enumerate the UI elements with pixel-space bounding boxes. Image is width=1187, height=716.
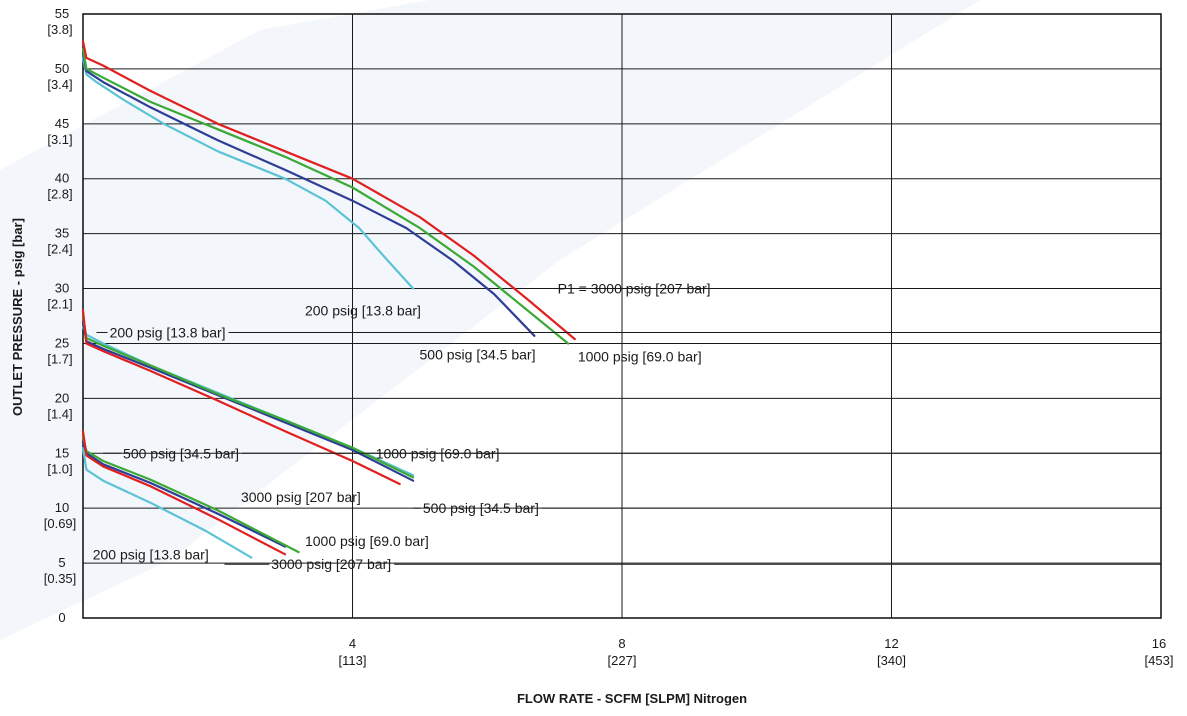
x-tick-4: 4 [113] — [339, 636, 367, 668]
annotation-layer: 200 psig [13.8 bar] P1 = 3000 psig [207 b… — [93, 281, 1161, 572]
annotation-text: 1000 psig [69.0 bar] — [376, 445, 500, 461]
y-tick-label: 30 — [55, 281, 69, 296]
y-tick-label: 35 — [55, 226, 69, 241]
y-tick-sublabel: [1.7] — [47, 351, 72, 366]
y-axis-title: OUTLET PRESSURE - psig [bar] — [10, 218, 25, 416]
watermark-band — [0, 0, 980, 640]
y-tick-label: 55 — [55, 6, 69, 21]
y-tick-sublabel: [1.0] — [47, 461, 72, 476]
y-tick-sublabel: [3.4] — [47, 77, 72, 92]
series-line — [81, 320, 415, 482]
y-tick-15: 15[1.0] — [47, 445, 72, 476]
annotation-text: 200 psig [13.8 bar] — [93, 546, 209, 562]
x-tick-label: 8 — [618, 636, 625, 651]
series-line — [81, 430, 287, 556]
y-tick-0: 0 — [58, 610, 65, 625]
series-line — [81, 56, 415, 290]
curve-annotation: 200 psig [13.8 bar] — [305, 303, 421, 319]
axis-layer: 05[0.35]10[0.69]15[1.0]20[1.4]25[1.7]30[… — [44, 6, 1174, 668]
curve-annotation: 500 psig [34.5 bar] — [103, 445, 1161, 461]
series-line — [81, 309, 401, 486]
y-tick-label: 0 — [58, 610, 65, 625]
y-tick-label: 5 — [58, 555, 65, 570]
y-tick-label: 20 — [55, 390, 69, 405]
y-tick-label: 10 — [55, 500, 69, 515]
x-tick-sublabel: [453] — [1145, 653, 1174, 668]
curve-annotation: 500 psig [34.5 bar] — [413, 500, 1161, 516]
y-tick-sublabel: [3.1] — [47, 132, 72, 147]
curve-annotation: 3000 psig [207 bar] — [241, 489, 361, 505]
x-tick-8: 8 [227] — [608, 636, 637, 668]
curve-annotation: 1000 psig [69.0 bar] — [376, 445, 500, 461]
y-tick-label: 50 — [55, 61, 69, 76]
annotation-text: P1 = 3000 psig [207 bar] — [558, 281, 711, 297]
y-tick-label: 45 — [55, 116, 69, 131]
y-tick-55: 55[3.8] — [47, 6, 72, 37]
y-tick-10: 10[0.69] — [44, 500, 77, 531]
curve-annotation: 500 psig [34.5 bar] — [420, 346, 536, 362]
annotation-text: 500 psig [34.5 bar] — [423, 500, 539, 516]
series-line — [81, 40, 576, 341]
series-line — [81, 446, 253, 559]
annotation-text: 3000 psig [207 bar] — [241, 489, 361, 505]
y-tick-40: 40[2.8] — [47, 171, 72, 202]
x-axis-title: FLOW RATE - SCFM [SLPM] Nitrogen — [517, 691, 747, 706]
curve-group-50 — [81, 40, 576, 345]
watermark — [0, 0, 980, 640]
x-tick-sublabel: [113] — [339, 653, 367, 668]
series-layer — [81, 40, 576, 559]
y-tick-35: 35[2.4] — [47, 226, 72, 257]
y-tick-sublabel: [3.8] — [47, 22, 72, 37]
annotation-text: 500 psig [34.5 bar] — [420, 346, 536, 362]
curve-annotation: 1000 psig [69.0 bar] — [305, 533, 429, 549]
x-tick-sublabel: [340] — [877, 653, 906, 668]
y-tick-45: 45[3.1] — [47, 116, 72, 147]
y-tick-label: 15 — [55, 445, 69, 460]
curve-annotation: 200 psig [13.8 bar] — [96, 324, 1161, 340]
y-tick-sublabel: [0.35] — [44, 571, 77, 586]
y-tick-sublabel: [2.4] — [47, 242, 72, 257]
x-tick-label: 4 — [349, 636, 356, 651]
annotation-text: 200 psig [13.8 bar] — [110, 324, 226, 340]
y-tick-5: 5[0.35] — [44, 555, 77, 586]
x-tick-16: 16 [453] — [1145, 636, 1174, 668]
y-tick-sublabel: [0.69] — [44, 516, 77, 531]
curve-group-15 — [81, 430, 300, 559]
x-tick-sublabel: [227] — [608, 653, 637, 668]
annotation-text: 1000 psig [69.0 bar] — [578, 349, 702, 365]
y-tick-50: 50[3.4] — [47, 61, 72, 92]
y-tick-label: 25 — [55, 335, 69, 350]
annotation-text: 500 psig [34.5 bar] — [123, 445, 239, 461]
series-line — [81, 47, 570, 345]
y-tick-25: 25[1.7] — [47, 335, 72, 366]
x-tick-12: 12 [340] — [877, 636, 906, 668]
curve-annotation: P1 = 3000 psig [207 bar] — [531, 281, 1161, 297]
annotation-text: 200 psig [13.8 bar] — [305, 303, 421, 319]
series-line — [81, 314, 415, 479]
curve-annotation: 200 psig [13.8 bar] — [93, 546, 209, 562]
y-tick-label: 40 — [55, 171, 69, 186]
curve-annotation: 1000 psig [69.0 bar] — [578, 349, 702, 365]
y-tick-sublabel: [2.1] — [47, 297, 72, 312]
y-tick-30: 30[2.1] — [47, 281, 72, 312]
x-tick-label: 16 — [1152, 636, 1166, 651]
annotation-text: 3000 psig [207 bar] — [271, 556, 391, 572]
x-tick-label: 12 — [884, 636, 898, 651]
y-tick-sublabel: [1.4] — [47, 406, 72, 421]
y-tick-sublabel: [2.8] — [47, 187, 72, 202]
curve-annotation: 3000 psig [207 bar] — [224, 556, 1161, 572]
annotation-text: 1000 psig [69.0 bar] — [305, 533, 429, 549]
curve-group-25 — [81, 309, 415, 486]
y-tick-20: 20[1.4] — [47, 390, 72, 421]
series-line — [81, 51, 536, 337]
